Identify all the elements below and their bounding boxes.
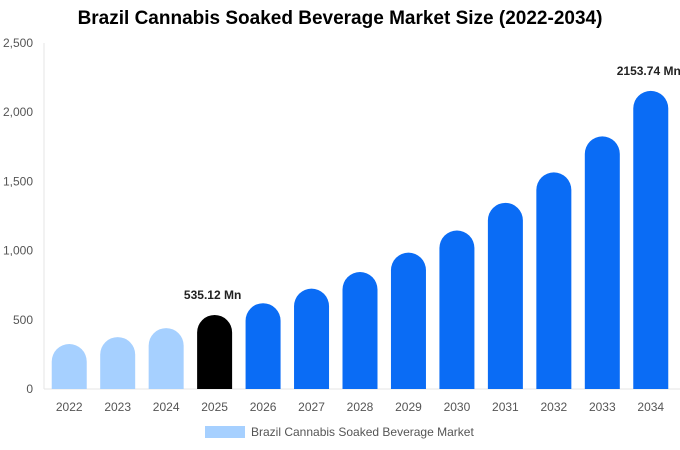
x-tick-label: 2028 bbox=[347, 400, 374, 414]
bar-2025 bbox=[197, 314, 233, 389]
bar-2031 bbox=[487, 202, 523, 389]
data-label-2034: 2153.74 Mn bbox=[617, 64, 680, 78]
bar-2023 bbox=[100, 337, 136, 389]
y-tick-label: 500 bbox=[13, 313, 33, 327]
legend-label: Brazil Cannabis Soaked Beverage Market bbox=[251, 425, 474, 439]
x-tick-label: 2031 bbox=[492, 400, 519, 414]
bar-2028 bbox=[342, 272, 378, 389]
x-tick-label: 2022 bbox=[56, 400, 83, 414]
x-tick-label: 2025 bbox=[201, 400, 228, 414]
y-tick-label: 0 bbox=[26, 382, 33, 396]
bar-2033 bbox=[584, 136, 620, 389]
x-tick-label: 2034 bbox=[637, 400, 664, 414]
bar-2029 bbox=[390, 252, 426, 389]
bar-2034 bbox=[633, 90, 669, 389]
y-tick-label: 1,000 bbox=[3, 244, 33, 258]
y-tick-label: 2,500 bbox=[3, 36, 33, 50]
x-tick-label: 2024 bbox=[153, 400, 180, 414]
legend: Brazil Cannabis Soaked Beverage Market bbox=[205, 425, 474, 439]
x-tick-label: 2027 bbox=[298, 400, 325, 414]
x-tick-label: 2023 bbox=[104, 400, 131, 414]
x-tick-label: 2026 bbox=[250, 400, 277, 414]
y-tick-label: 2,000 bbox=[3, 105, 33, 119]
bar-2032 bbox=[536, 172, 572, 389]
chart-title: Brazil Cannabis Soaked Beverage Market S… bbox=[77, 8, 603, 29]
x-tick-label: 2032 bbox=[540, 400, 567, 414]
bar-2030 bbox=[439, 230, 475, 389]
x-tick-label: 2033 bbox=[589, 400, 616, 414]
data-labels: 535.12 Mn 2153.74 Mn bbox=[184, 64, 680, 302]
bar-2024 bbox=[148, 328, 184, 389]
y-tick-label: 1,500 bbox=[3, 174, 33, 188]
bar-2026 bbox=[245, 303, 281, 389]
axes: 0 500 1,000 1,500 2,000 2,500 2022 2023 2024 2025… bbox=[3, 36, 680, 414]
bars bbox=[51, 90, 669, 389]
data-label-2025: 535.12 Mn bbox=[184, 288, 241, 302]
legend-swatch bbox=[205, 426, 245, 438]
bar-2022 bbox=[51, 344, 87, 389]
bar-2027 bbox=[294, 288, 330, 389]
x-tick-label: 2030 bbox=[444, 400, 471, 414]
x-tick-label: 2029 bbox=[395, 400, 422, 414]
